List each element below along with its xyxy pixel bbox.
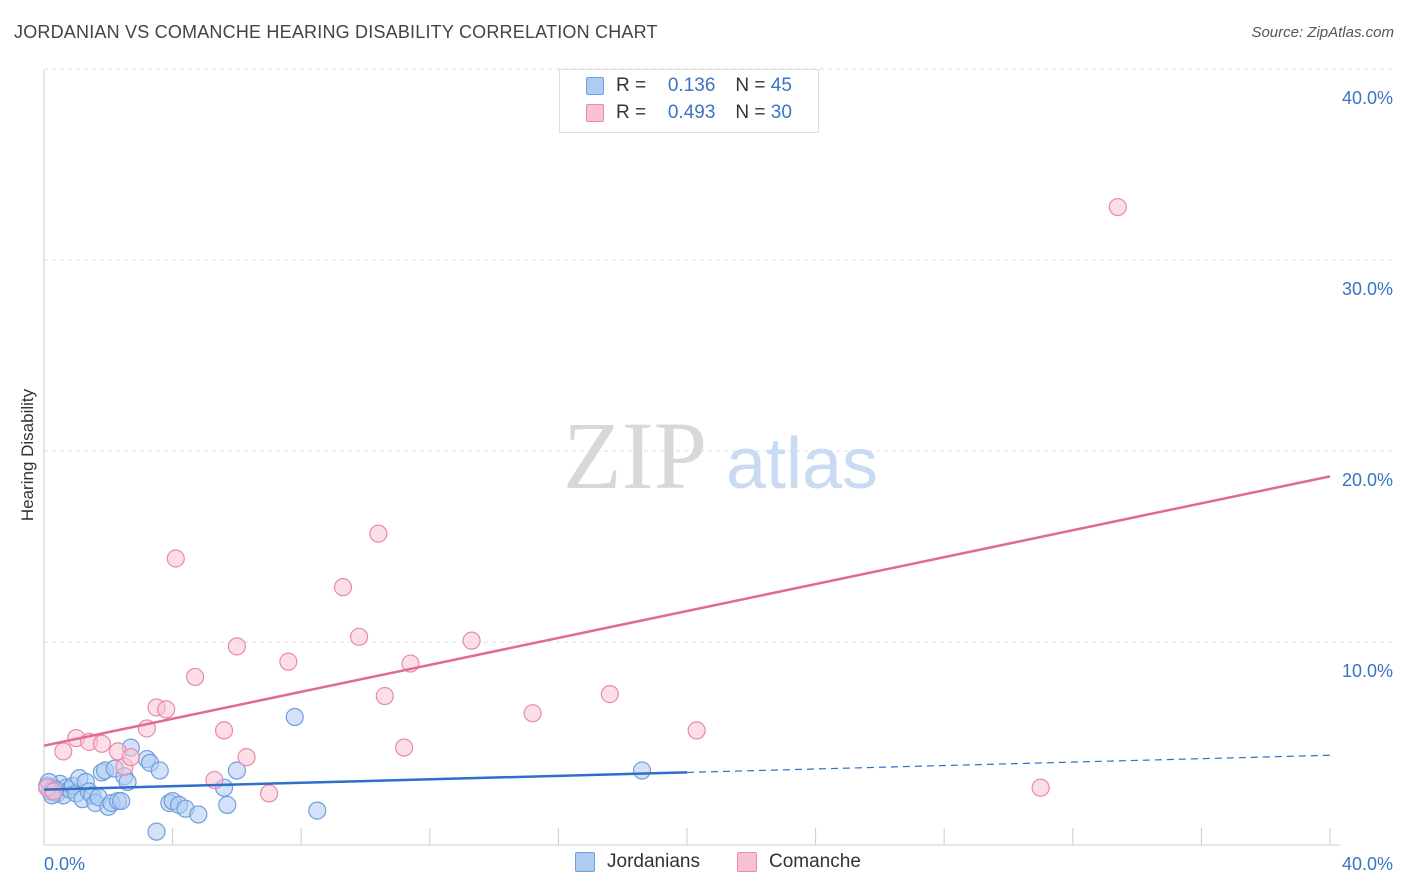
comanche-point	[259, 784, 279, 803]
comanche-point	[214, 721, 234, 740]
series-legend: Jordanians Comanche	[0, 851, 1406, 877]
comanche-point	[333, 578, 353, 597]
comanche-point	[227, 637, 246, 656]
jordanians-point	[150, 761, 169, 780]
grid-layer	[43, 68, 1392, 846]
jordanians-point	[227, 761, 246, 780]
legend-r-label: R =	[616, 102, 647, 123]
legend-item-comanche[interactable]: Comanche	[737, 851, 861, 873]
comanche-point	[186, 667, 205, 687]
jordanians-point	[308, 801, 327, 820]
jordanians-trend-extension	[686, 754, 1331, 774]
comanche-point	[375, 686, 394, 706]
legend-n-label: N =	[735, 75, 766, 96]
comanche-point	[92, 734, 111, 753]
y-tick-label: 40.0%	[1342, 88, 1393, 108]
jordanians-point	[147, 822, 166, 841]
comanche-point	[600, 685, 619, 704]
comanche-point	[44, 782, 63, 801]
comanche-point	[279, 652, 298, 671]
legend-item-jordanians[interactable]: Jordanians	[575, 851, 700, 873]
comanche-trend-line	[43, 475, 1331, 747]
comanche-point	[369, 524, 388, 543]
comanche-point	[1108, 197, 1127, 217]
legend-n-value: 45	[770, 75, 792, 96]
legend-n-value: 30	[770, 102, 792, 123]
jordanians-point	[112, 791, 131, 811]
jordanians-point	[285, 707, 304, 727]
comanche-point	[1031, 778, 1050, 797]
legend-r-value: 0.493	[667, 102, 716, 123]
legend-r-value: 0.136	[667, 75, 716, 96]
watermark-atlas: atlas	[726, 424, 878, 504]
jordanians-point	[189, 805, 208, 824]
y-tick-label: 10.0%	[1342, 661, 1393, 681]
jordanians-trend-line	[43, 771, 688, 791]
y-tick-label: 30.0%	[1342, 279, 1393, 299]
watermark: ZIP atlas	[563, 402, 878, 509]
jordanians-point	[632, 761, 652, 780]
chart-title: JORDANIAN VS COMANCHE HEARING DISABILITY…	[14, 22, 658, 42]
correlation-legend: R = 0.136 N = 45 R = 0.493 N = 30	[559, 69, 819, 133]
comanche-point	[394, 738, 414, 757]
comanche-point	[523, 704, 542, 723]
x-tick-label: 0.0%	[44, 854, 85, 874]
legend-swatch-jordanians	[586, 77, 604, 95]
comanche-point	[349, 627, 369, 646]
comanche-point	[54, 742, 73, 761]
comanche-swatch	[737, 852, 757, 872]
comanche-point	[237, 748, 256, 767]
legend-row-comanche: R = 0.493 N = 30	[586, 101, 792, 125]
x-tick-label: 40.0%	[1342, 854, 1393, 874]
comanche-point	[166, 549, 185, 568]
source-label: Source: ZipAtlas.com	[1251, 24, 1394, 41]
y-tick-label: 20.0%	[1342, 470, 1393, 490]
legend-r-label: R =	[616, 75, 647, 96]
comanche-point	[157, 700, 176, 719]
trend-layer	[43, 475, 1331, 791]
comanche-point	[462, 631, 481, 650]
legend-label-comanche: Comanche	[769, 851, 861, 872]
comanche-point	[121, 748, 140, 767]
watermark-zip: ZIP	[563, 402, 707, 509]
points-layer	[38, 197, 1127, 841]
jordanians-swatch	[575, 852, 595, 872]
legend-row-jordanians: R = 0.136 N = 45	[586, 74, 792, 98]
legend-label-jordanians: Jordanians	[607, 851, 700, 872]
comanche-point	[687, 721, 706, 740]
legend-n-label: N =	[735, 102, 766, 123]
jordanians-point	[218, 795, 237, 814]
legend-swatch-comanche	[586, 104, 604, 122]
tick-labels: 10.0% 20.0% 30.0% 40.0% 0.0% 40.0%	[44, 88, 1393, 874]
